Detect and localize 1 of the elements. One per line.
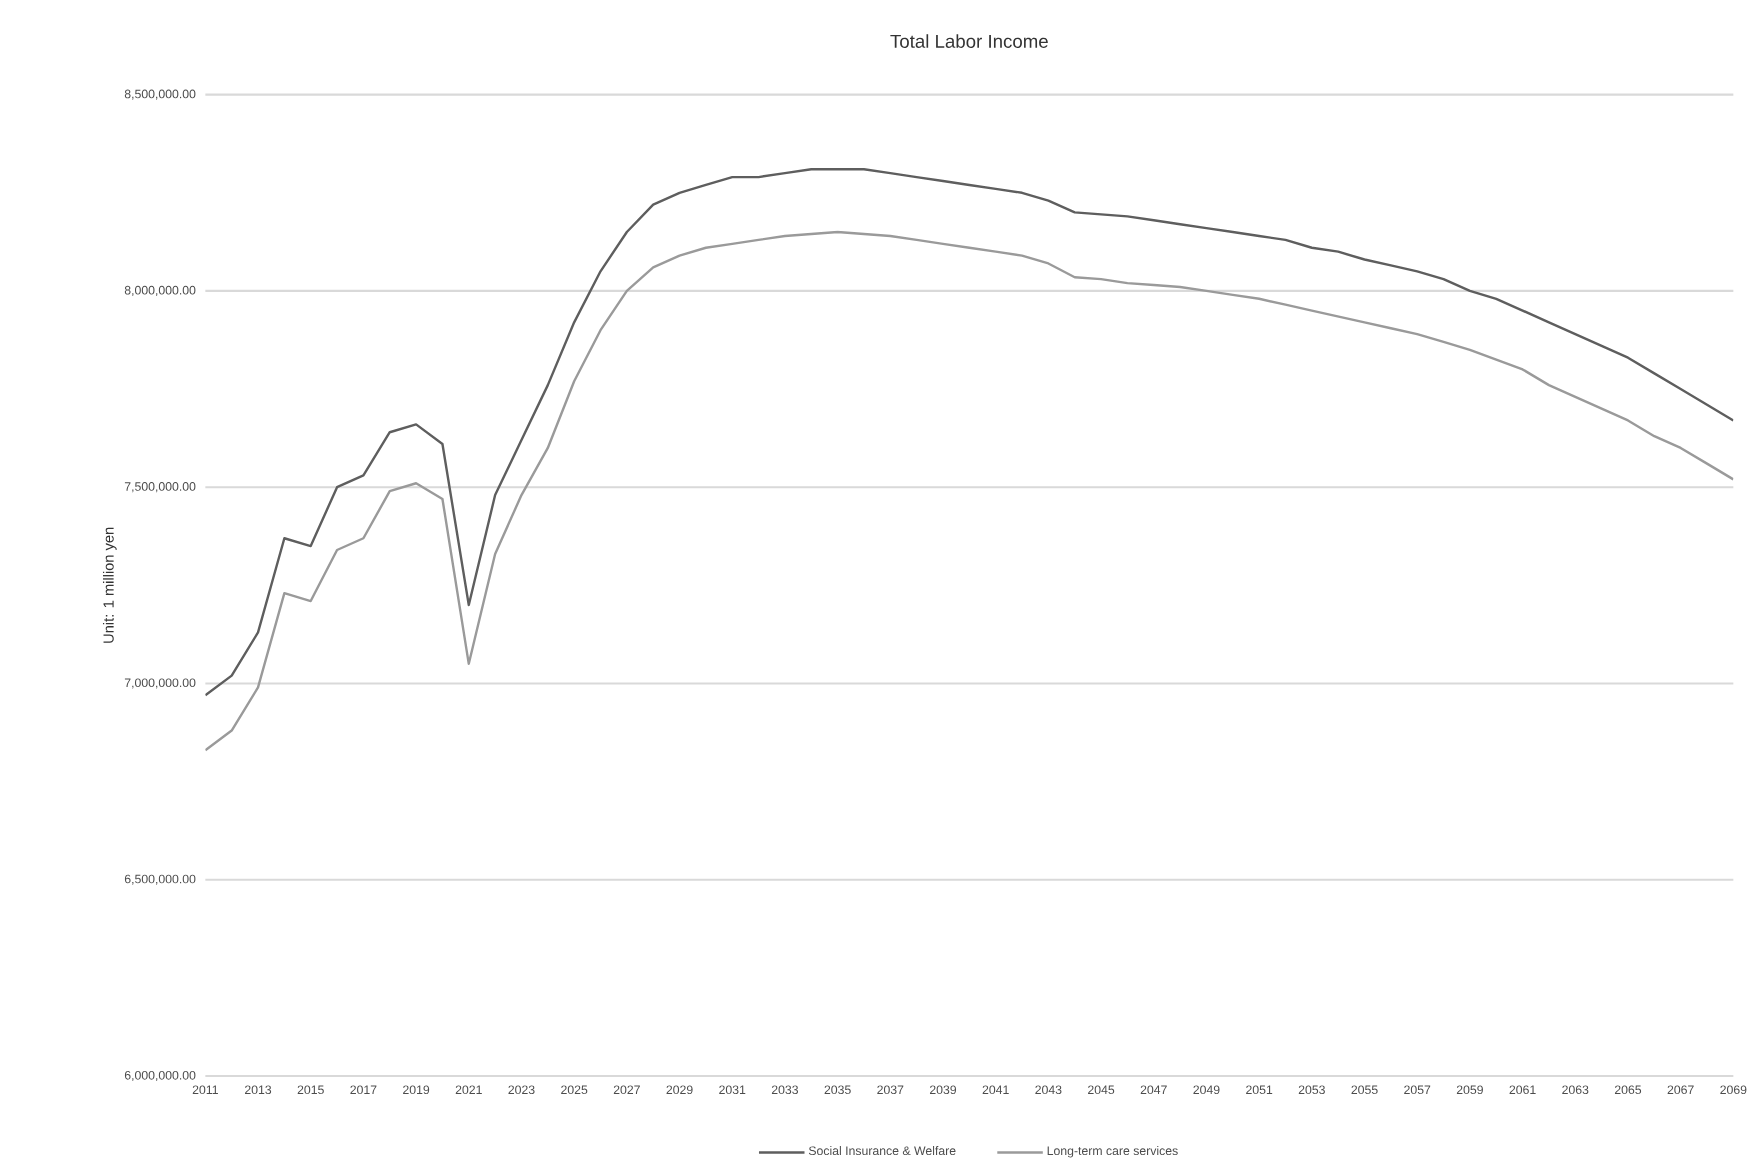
chart-title: Total Labor Income	[890, 34, 1048, 48]
